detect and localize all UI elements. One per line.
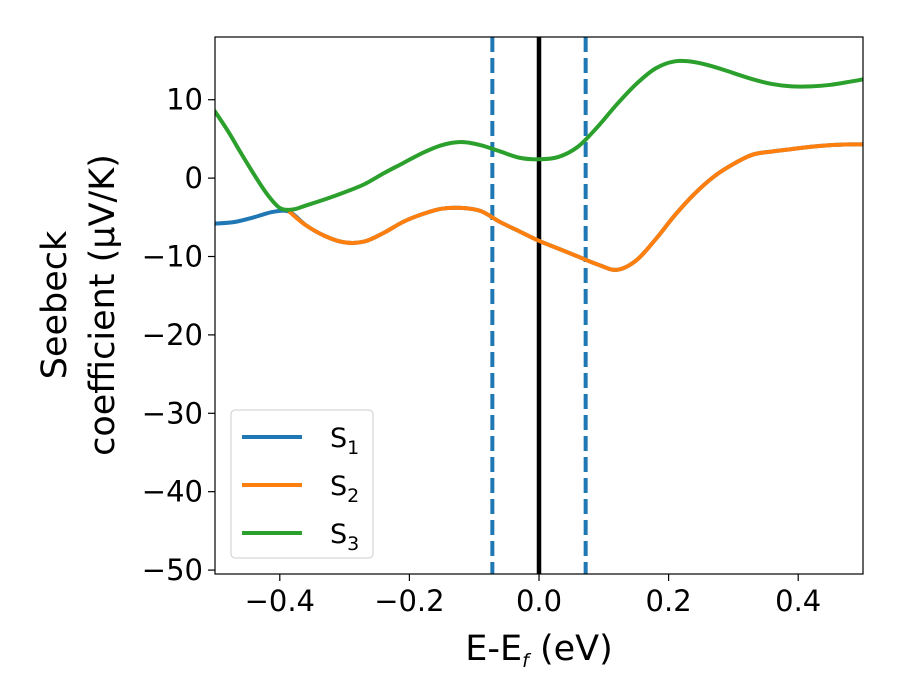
x-tick-label: 0.2 [646, 584, 692, 618]
y-axis: −50 −40 −30 −20 −10 0 10 [142, 83, 215, 587]
x-tick-label: −0.2 [374, 584, 444, 618]
reference-lines [490, 37, 588, 574]
y-tick-label: −10 [142, 240, 203, 274]
y-tick-label: −40 [142, 475, 203, 509]
legend-label-s3: S3 [330, 519, 359, 555]
y-tick-label: −20 [142, 318, 203, 352]
x-tick-label: −0.4 [245, 584, 315, 618]
legend-label-s1: S1 [330, 423, 359, 459]
x-tick-label: 0.4 [775, 584, 821, 618]
x-tick-label: 0.0 [516, 584, 562, 618]
y-axis-title-line1: Seebeck [35, 230, 75, 379]
y-tick-label: −30 [142, 396, 203, 430]
y-axis-title: Seebeck coefficient (μV/K) [35, 154, 123, 456]
y-tick-label: −50 [142, 553, 203, 587]
series-line-s3 [215, 58, 863, 212]
legend-label-s2: S2 [330, 471, 359, 507]
legend: S1 S2 S3 [230, 409, 374, 559]
y-axis-title-line2: coefficient (μV/K) [83, 154, 123, 456]
series-line-s2 [287, 142, 863, 272]
series-lines [215, 58, 863, 272]
x-axis: −0.4 −0.2 0.0 0.2 0.4 [245, 574, 821, 618]
x-axis-title: E-Ef (eV) [465, 629, 612, 672]
y-tick-label: 10 [166, 83, 203, 117]
y-tick-label: 0 [185, 161, 203, 195]
